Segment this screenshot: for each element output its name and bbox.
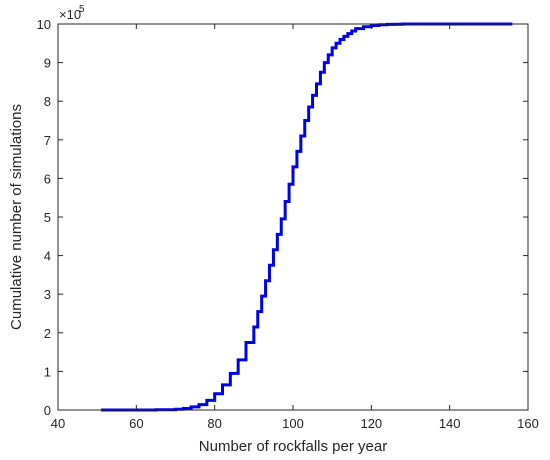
tick-layer: 40 60 80 100 120 140 160 0 1 2 3 4 5 6 7 8 9 10	[37, 17, 539, 431]
x-tick-label: 120	[360, 416, 382, 431]
y-exponent-power: 5	[79, 4, 85, 15]
y-tick-label: 5	[44, 210, 51, 225]
y-tick-label: 7	[44, 133, 51, 148]
y-tick-label: 0	[44, 403, 51, 418]
y-tick-label: 9	[44, 56, 51, 71]
y-exponent-base: ×10	[59, 7, 81, 22]
y-tick-label: 4	[44, 249, 51, 264]
y-axis-label: Cumulative number of simulations	[8, 104, 25, 330]
y-tick-label: 10	[37, 17, 51, 32]
x-tick-label: 40	[51, 416, 65, 431]
y-tick-label: 8	[44, 94, 51, 109]
cdf-stair-line	[101, 22, 513, 412]
x-tick-label: 140	[439, 416, 461, 431]
y-tick-label: 3	[44, 287, 51, 302]
x-tick-label: 100	[282, 416, 304, 431]
x-tick-label: 160	[517, 416, 539, 431]
x-tick-label: 60	[129, 416, 143, 431]
x-axis-label: Number of rockfalls per year	[199, 438, 387, 455]
y-tick-label: 2	[44, 326, 51, 341]
y-tick-label: 6	[44, 171, 51, 186]
y-tick-label: 1	[44, 364, 51, 379]
series-layer	[101, 22, 513, 412]
plot-background	[58, 24, 528, 410]
x-tick-label: 80	[207, 416, 221, 431]
